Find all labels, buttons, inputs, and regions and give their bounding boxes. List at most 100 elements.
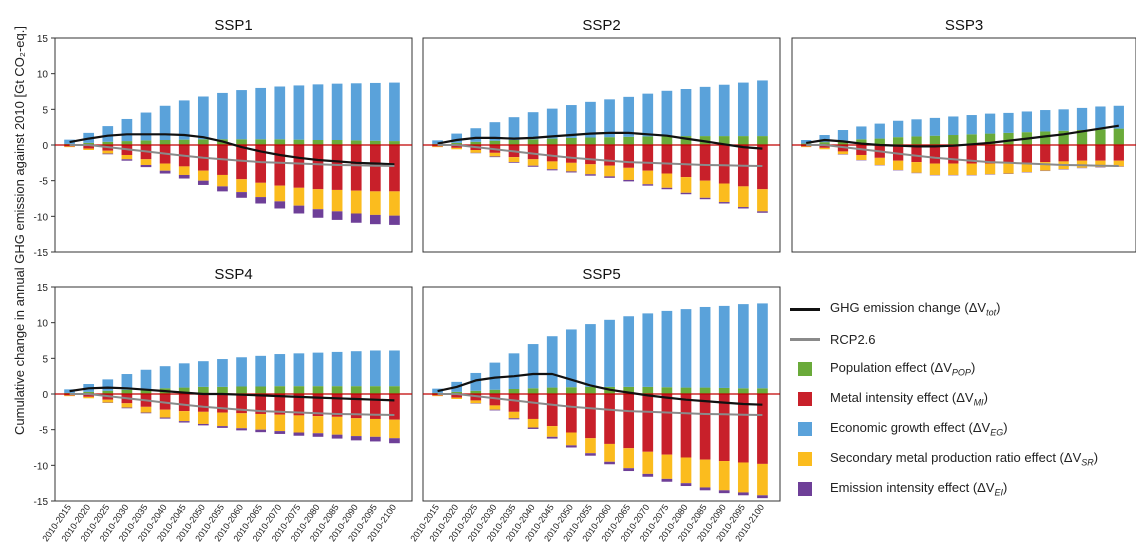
bar-mi	[1095, 145, 1106, 161]
bar-pop	[255, 386, 267, 394]
bar-eg	[1095, 106, 1106, 130]
bar-eg	[892, 120, 904, 138]
bar-pop	[585, 386, 596, 394]
bar-sr	[642, 451, 654, 474]
bar-sr	[159, 409, 171, 418]
bar-eg	[837, 130, 849, 141]
bar-sr	[236, 413, 247, 429]
bar-eg	[508, 117, 520, 141]
bar-eg	[642, 313, 654, 387]
y-tick-label: 5	[42, 354, 48, 365]
bar-sr	[856, 154, 867, 160]
bar-eg	[140, 369, 152, 390]
bar-sr	[661, 454, 673, 479]
bar-pop	[470, 390, 482, 394]
bar-ei	[159, 170, 171, 174]
bar-sr	[470, 400, 482, 404]
bar-pop	[508, 140, 520, 145]
bar-pop	[369, 140, 381, 145]
bar-eg	[757, 303, 768, 389]
bar-ei	[737, 207, 749, 209]
bar-eg	[546, 336, 558, 388]
panel-ssp3: SSP3	[791, 17, 1136, 253]
bar-ei	[508, 418, 520, 420]
bar-sr	[680, 177, 692, 193]
bar-ei	[389, 215, 400, 225]
y-axis-label: Cumulative change in annual GHG emission…	[12, 26, 27, 435]
y-tick-label: 10	[37, 319, 49, 330]
bar-mi	[1021, 145, 1033, 163]
bar-pop	[737, 136, 749, 145]
bar-sr	[929, 163, 941, 175]
bar-pop	[661, 136, 673, 145]
bar-ei	[680, 192, 692, 195]
legend-label-ei: Emission intensity effect (ΔVEI)	[830, 480, 1008, 498]
panel-ssp5: SSP52010-20152010-20202010-20252010-2030…	[408, 266, 781, 543]
bar-pop	[350, 386, 362, 394]
bar-mi	[911, 145, 922, 163]
bar-sr	[508, 411, 520, 419]
bar-eg	[966, 115, 977, 135]
bar-ei	[293, 205, 305, 214]
bar-ei	[350, 213, 362, 223]
bar-ei	[274, 431, 286, 434]
bar-sr	[1113, 160, 1124, 167]
bar-ei	[661, 187, 673, 190]
line-rcp	[437, 393, 763, 416]
bar-eg	[489, 122, 501, 141]
line-tot	[69, 133, 395, 166]
bar-ei	[255, 197, 267, 204]
bar-ei	[642, 184, 654, 186]
bar-eg	[680, 309, 692, 388]
bar-ei	[489, 156, 501, 158]
legend-item-rcp: RCP2.6	[790, 329, 876, 349]
bar-mi	[293, 394, 305, 416]
bar-ei	[178, 421, 190, 423]
bar-sr	[217, 412, 228, 427]
bar-pop	[856, 139, 867, 145]
bar-sr	[661, 173, 673, 188]
bar-eg	[470, 128, 482, 142]
bar-pop	[699, 387, 711, 394]
bar-mi	[274, 145, 286, 186]
bar-pop	[546, 138, 558, 145]
bar-sr	[83, 396, 95, 399]
bar-sr	[604, 443, 615, 462]
bar-pop	[389, 386, 400, 394]
bar-sr	[911, 162, 922, 173]
bar-ei	[217, 186, 228, 192]
legend-swatch-ei	[798, 482, 812, 496]
bar-ei	[546, 436, 558, 439]
bar-eg	[64, 389, 75, 393]
bar-eg	[874, 123, 885, 139]
legend-item-ei: Emission intensity effect (ΔVEI)	[790, 479, 1007, 499]
bar-sr	[737, 462, 749, 493]
bar-sr	[837, 151, 849, 155]
y-tick-label: -15	[34, 248, 49, 259]
bar-ei	[236, 192, 247, 198]
bar-pop	[489, 140, 501, 145]
bar-ei	[274, 201, 286, 209]
bar-sr	[451, 397, 463, 399]
legend-item-mi: Metal intensity effect (ΔVMI)	[790, 389, 988, 409]
bar-ei	[508, 162, 520, 163]
bar-pop	[102, 390, 114, 394]
bar-ei	[546, 169, 558, 171]
bar-mi	[255, 145, 267, 183]
legend-swatch-mi	[798, 392, 812, 406]
panel-ssp4: SSP4-15-10-50510152010-20152010-20202010…	[34, 266, 413, 543]
bar-sr	[527, 418, 539, 428]
bar-ei	[489, 409, 501, 411]
bar-sr	[565, 432, 577, 446]
bar-mi	[369, 394, 381, 419]
bar-ei	[604, 176, 615, 178]
bar-pop	[801, 143, 812, 145]
bar-mi	[757, 145, 768, 190]
bar-eg	[623, 96, 635, 137]
bar-ei	[121, 407, 133, 409]
bar-mi	[236, 394, 247, 414]
bar-sr	[1040, 162, 1051, 171]
bar-mi	[83, 394, 95, 397]
bar-pop	[350, 140, 362, 145]
bar-pop	[217, 386, 228, 394]
